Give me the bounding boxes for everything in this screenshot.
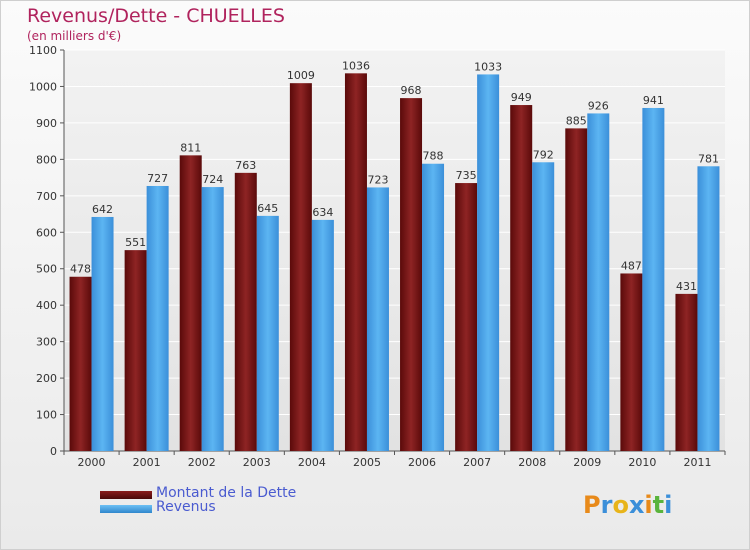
logo-letter: x [628,491,645,519]
x-tick-label: 2005 [353,456,381,469]
data-label-revenus-2000: 642 [92,203,113,216]
logo-letter: t [652,491,665,519]
legend-label-dette: Montant de la Dette [156,485,297,501]
data-label-revenus-2008: 792 [533,148,554,161]
bar-revenus-2003 [256,215,279,451]
bar-revenus-2010 [642,107,665,451]
chart-title: Revenus/Dette - CHUELLES [27,5,285,27]
logo-letter: P [583,491,601,519]
data-label-revenus-2009: 926 [588,99,609,112]
x-tick-label: 2006 [408,456,436,469]
legend-swatch-revenus [100,505,152,513]
x-tick-label: 2002 [188,456,216,469]
x-tick-label: 2001 [133,456,161,469]
y-tick-label: 300 [36,336,57,349]
bar-dette-2009 [565,128,588,452]
data-label-dette-2004: 1009 [287,69,315,82]
data-label-dette-2008: 949 [511,91,532,104]
data-label-dette-2007: 735 [456,169,477,182]
bar-revenus-2001 [146,185,169,451]
bar-dette-2001 [124,250,147,451]
bar-revenus-2000 [91,216,114,451]
data-label-revenus-2010: 941 [643,94,664,107]
data-label-revenus-2003: 645 [257,202,278,215]
data-label-dette-2009: 885 [566,114,587,127]
bar-revenus-2002 [201,187,224,451]
bar-revenus-2004 [311,219,334,451]
data-label-dette-2000: 478 [70,263,91,276]
plot-area [64,50,725,451]
data-label-revenus-2011: 781 [698,152,719,165]
data-label-revenus-2004: 634 [312,206,333,219]
logo-letter: o [612,491,629,519]
data-label-dette-2001: 551 [125,236,146,249]
y-tick-label: 100 [36,409,57,422]
bar-dette-2004 [289,83,312,451]
y-tick-label: 800 [36,153,57,166]
logo-letter: i [644,491,653,519]
data-label-dette-2005: 1036 [342,59,370,72]
bar-dette-2010 [620,273,643,451]
proxiti-logo: Proxiti [583,491,672,519]
legend-label-revenus: Revenus [156,499,216,515]
x-tick-label: 2009 [573,456,601,469]
x-tick-label: 2004 [298,456,326,469]
bar-dette-2008 [510,105,533,452]
x-tick-label: 2003 [243,456,271,469]
data-label-revenus-2001: 727 [147,172,168,185]
data-label-revenus-2006: 788 [423,150,444,163]
data-label-revenus-2005: 723 [367,173,388,186]
bar-revenus-2006 [422,163,445,452]
bar-dette-2003 [234,172,257,452]
y-tick-label: 400 [36,299,57,312]
y-tick-label: 0 [50,445,57,458]
x-tick-label: 2010 [628,456,656,469]
chart-unit-subtitle: (en milliers d'€) [27,29,122,43]
bar-dette-2000 [69,276,92,451]
bar-revenus-2009 [587,113,610,451]
x-tick-label: 2000 [78,456,106,469]
y-tick-label: 700 [36,190,57,203]
bar-dette-2002 [179,155,202,451]
data-label-revenus-2002: 724 [202,173,223,186]
data-label-dette-2002: 811 [180,141,201,154]
bar-dette-2006 [400,98,423,452]
y-tick-label: 500 [36,263,57,276]
x-tick-label: 2007 [463,456,491,469]
x-tick-label: 2011 [683,456,711,469]
bar-revenus-2005 [366,187,389,451]
logo-letter: i [664,491,673,519]
y-tick-label: 1000 [29,80,57,93]
bar-dette-2005 [344,73,367,452]
data-label-revenus-2007: 1033 [474,60,502,73]
x-tick-label: 2008 [518,456,546,469]
logo-letter: r [600,491,613,519]
data-label-dette-2011: 431 [676,280,697,293]
data-label-dette-2006: 968 [401,84,422,97]
bar-revenus-2011 [697,166,720,452]
bar-revenus-2008 [532,162,555,451]
y-tick-label: 600 [36,226,57,239]
bar-revenus-2007 [477,74,500,451]
bar-dette-2011 [675,293,698,451]
data-label-dette-2003: 763 [235,159,256,172]
y-tick-label: 900 [36,117,57,130]
y-tick-label: 200 [36,372,57,385]
legend-swatch-dette [100,491,152,499]
y-tick-label: 1100 [29,44,57,57]
bar-dette-2007 [455,183,478,452]
data-label-dette-2010: 487 [621,259,642,272]
